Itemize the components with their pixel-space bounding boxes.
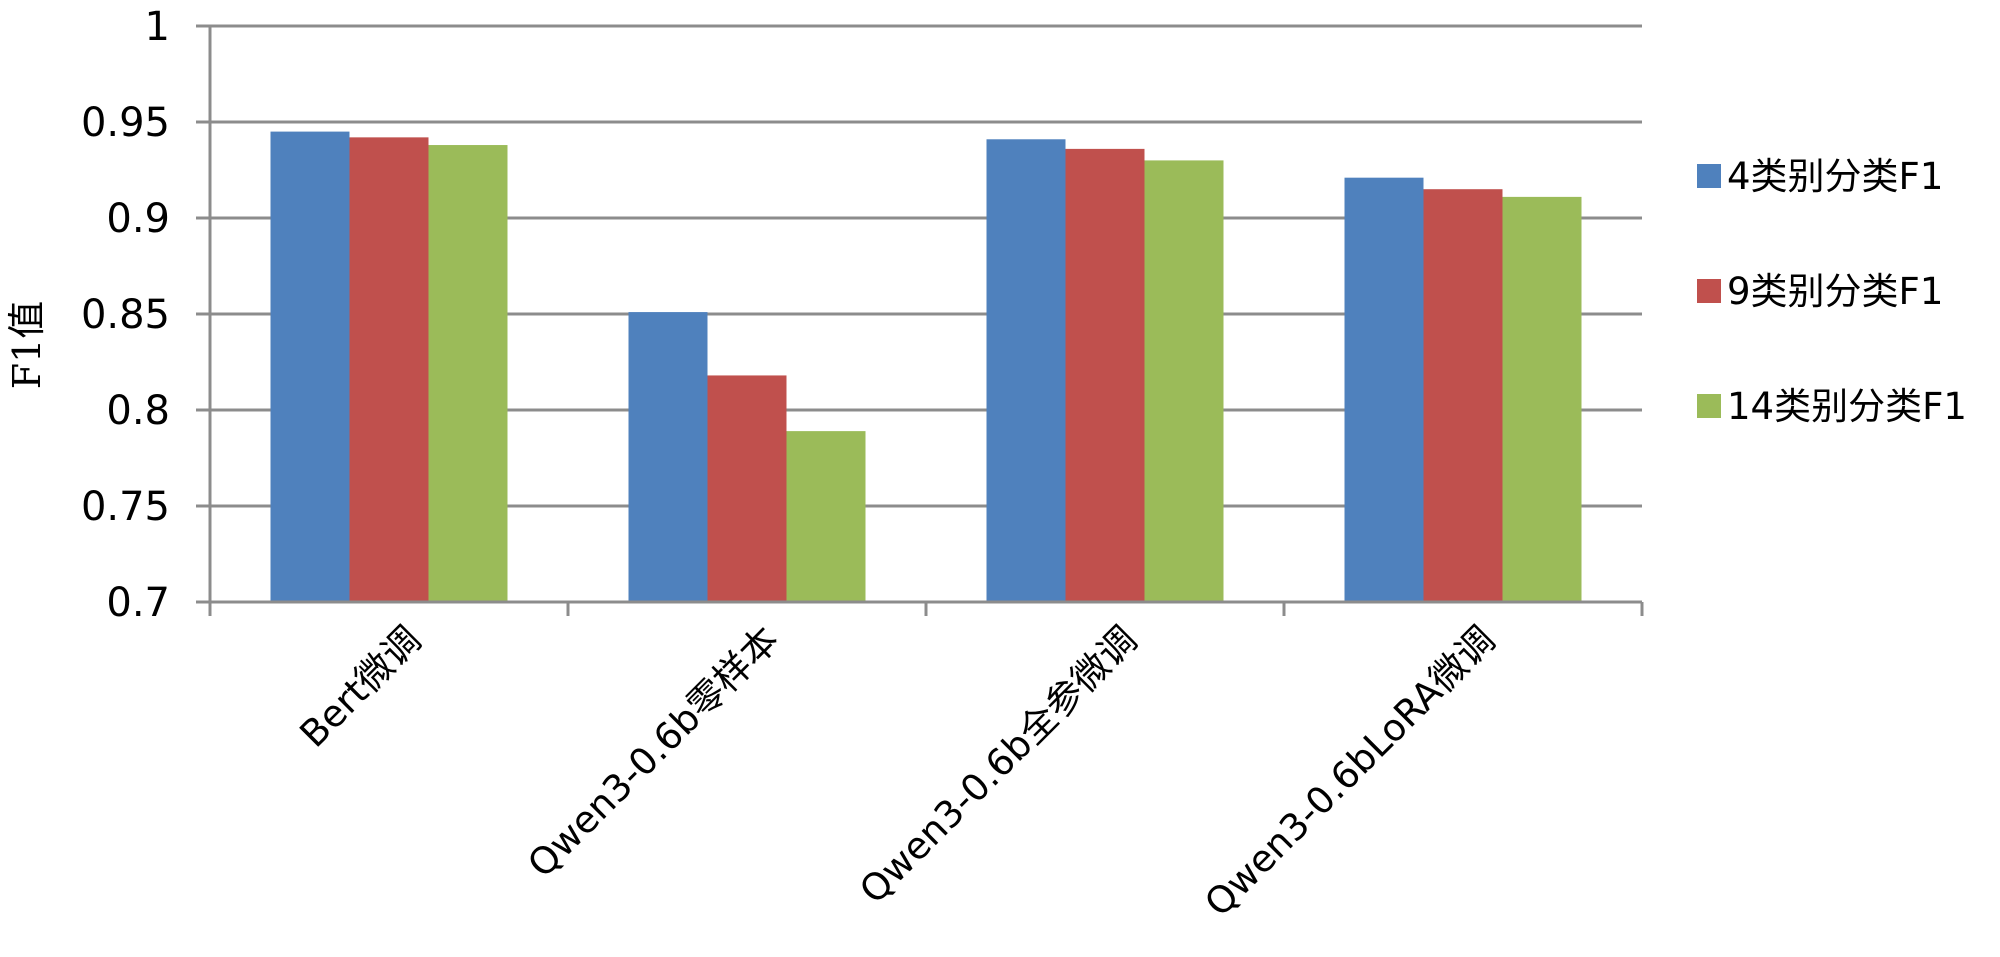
bar-1-4	[1344, 177, 1424, 602]
x-category-label: Bert微调	[292, 618, 430, 756]
y-tick-label: 1	[145, 4, 170, 50]
x-category-label: Qwen3-0.6b全参微调	[851, 618, 1145, 912]
bar-3-2	[786, 431, 866, 602]
bar-2-3	[1065, 148, 1145, 602]
legend-label-2: 9类别分类F1	[1727, 270, 1943, 313]
bar-1-3	[986, 139, 1066, 602]
x-category-label: Qwen3-0.6b零样本	[519, 618, 787, 886]
legend-label-3: 14类别分类F1	[1727, 385, 1967, 428]
y-axis-title: F1值	[5, 301, 49, 390]
y-tick-label: 0.7	[106, 580, 170, 626]
bar-1-2	[628, 312, 708, 602]
bar-1-1	[270, 131, 350, 602]
bar-3-1	[428, 145, 508, 603]
bar-3-4	[1502, 196, 1582, 602]
bar-2-2	[707, 375, 787, 602]
bars	[270, 131, 1582, 603]
legend-swatch-1	[1697, 164, 1721, 188]
legend-swatch-3	[1697, 394, 1721, 418]
bar-2-4	[1423, 189, 1503, 602]
y-tick-label: 0.95	[81, 100, 170, 146]
bar-2-1	[349, 137, 429, 603]
y-tick-label: 0.9	[106, 196, 170, 242]
y-tick-label: 0.8	[106, 388, 170, 434]
legend-swatch-2	[1697, 279, 1721, 303]
legend-label-1: 4类别分类F1	[1727, 155, 1943, 198]
y-tick-label: 0.85	[81, 292, 170, 338]
y-tick-label: 0.75	[81, 484, 170, 530]
x-category-label: Qwen3-0.6bLoRA微调	[1197, 618, 1504, 925]
legend: 4类别分类F1 9类别分类F1 14类别分类F1	[1697, 155, 1967, 428]
axes	[196, 24, 1644, 616]
bar-3-3	[1144, 160, 1224, 602]
